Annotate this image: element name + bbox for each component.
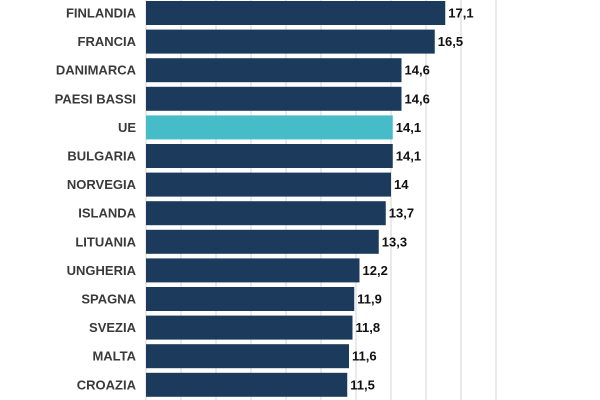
category-label: NORVEGIA xyxy=(67,177,137,192)
value-label: 12,2 xyxy=(363,263,388,278)
category-label: UNGHERIA xyxy=(67,263,137,278)
value-label: 14 xyxy=(394,177,409,192)
category-label: FINLANDIA xyxy=(66,6,137,21)
value-label: 14,1 xyxy=(396,149,421,164)
category-label: ISLANDA xyxy=(78,206,136,221)
value-label: 14,6 xyxy=(405,91,430,106)
category-label: UE xyxy=(118,120,136,135)
value-label: 17,1 xyxy=(448,6,473,21)
bar-norvegia xyxy=(146,172,391,197)
bar-croazia xyxy=(146,372,348,397)
bar-bulgaria xyxy=(146,144,393,168)
value-label: 14,1 xyxy=(396,120,421,135)
value-label: 11,8 xyxy=(356,320,381,335)
value-label: 11,5 xyxy=(350,377,375,392)
category-label: PAESI BASSI xyxy=(55,91,136,106)
value-label: 11,9 xyxy=(357,292,382,307)
bar-lituania xyxy=(146,229,379,254)
category-label: FRANCIA xyxy=(78,34,137,49)
category-label: BULGARIA xyxy=(67,149,136,164)
value-label: 16,5 xyxy=(438,34,463,49)
bar-svezia xyxy=(146,315,353,340)
value-label: 13,3 xyxy=(382,234,407,249)
category-label: SPAGNA xyxy=(81,292,136,307)
value-label: 14,6 xyxy=(405,63,430,78)
value-label: 13,7 xyxy=(389,206,414,221)
value-labels: 17,1 16,5 14,6 14,6 14,1 14,1 14 13,7 13,3 12,2 11… xyxy=(350,6,473,393)
category-label: SVEZIA xyxy=(89,320,137,335)
bar-islanda xyxy=(146,201,386,226)
category-label: MALTA xyxy=(92,349,136,364)
bar-paesi-bassi xyxy=(146,86,402,111)
bar-spagna xyxy=(146,287,355,311)
bar-ungheria xyxy=(146,258,360,283)
bar-francia xyxy=(146,29,435,54)
category-labels: FINLANDIA FRANCIA DANIMARCA PAESI BASSI UE BU… xyxy=(55,6,137,393)
category-label: DANIMARCA xyxy=(56,63,137,78)
bar-malta xyxy=(146,344,349,369)
bar-finlandia xyxy=(146,1,446,25)
value-label: 11,6 xyxy=(352,349,377,364)
bar-danimarca xyxy=(146,58,402,83)
bars-layer xyxy=(146,1,446,397)
category-label: CROAZIA xyxy=(77,377,137,392)
bar-ue xyxy=(146,115,393,140)
category-label: LITUANIA xyxy=(75,234,136,249)
